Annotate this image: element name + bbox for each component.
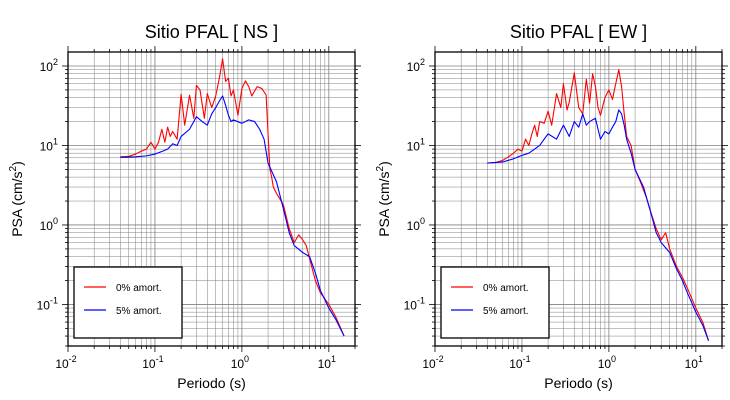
chart-title: Sitio PFAL [ EW ] — [510, 22, 647, 42]
y-tick-label: 10-1 — [37, 295, 58, 312]
x-axis-label: Periodo (s) — [544, 375, 612, 391]
plot-frame — [434, 51, 723, 347]
y-tick-label: 102 — [40, 57, 58, 74]
y-tick-label: 100 — [40, 216, 58, 233]
legend-label: 5% amort. — [483, 306, 529, 317]
x-tick-label: 100 — [231, 354, 249, 371]
series-line-undamped — [120, 58, 345, 337]
x-tick-label: 100 — [598, 354, 616, 371]
y-axis-label: PSA (cm/s2) — [375, 161, 392, 237]
y-tick-label: 100 — [407, 216, 425, 233]
legend: 0% amort. 5% amort. — [73, 266, 183, 339]
y-tick-label: 101 — [407, 136, 425, 153]
x-tick-label: 10-2 — [55, 354, 76, 371]
grid — [67, 52, 356, 347]
x-tick-label: 10-1 — [509, 354, 530, 371]
legend-label: 5% amort. — [116, 306, 162, 317]
legend-box — [440, 266, 550, 339]
chart-panel-2: Sitio PFAL [ EW ] 10-2 10-1 100 101 10-1 100 10… — [375, 22, 728, 391]
series-line-undamped — [487, 69, 710, 341]
y-tick-label: 101 — [40, 136, 58, 153]
y-tick-label: 10-1 — [404, 295, 425, 312]
y-tick-label: 102 — [407, 57, 425, 74]
x-axis-label: Periodo (s) — [177, 375, 245, 391]
series-line-damped — [487, 109, 710, 341]
x-tick-label: 101 — [318, 354, 336, 371]
x-tick-label: 10-2 — [422, 354, 443, 371]
x-tick-label: 10-1 — [142, 354, 163, 371]
chart-panel-1: Sitio PFAL [ NS ] 10-2 10-1 100 101 10-1 100 10… — [8, 22, 361, 391]
chart-title: Sitio PFAL [ NS ] — [145, 22, 278, 42]
legend-box — [73, 266, 183, 339]
plot-frame — [67, 51, 356, 347]
legend-label: 0% amort. — [116, 283, 162, 294]
legend: 0% amort. 5% amort. — [440, 266, 550, 339]
x-tick-label: 101 — [685, 354, 703, 371]
legend-label: 0% amort. — [483, 283, 529, 294]
y-axis-label: PSA (cm/s2) — [8, 161, 25, 237]
series-line-damped — [120, 95, 345, 337]
